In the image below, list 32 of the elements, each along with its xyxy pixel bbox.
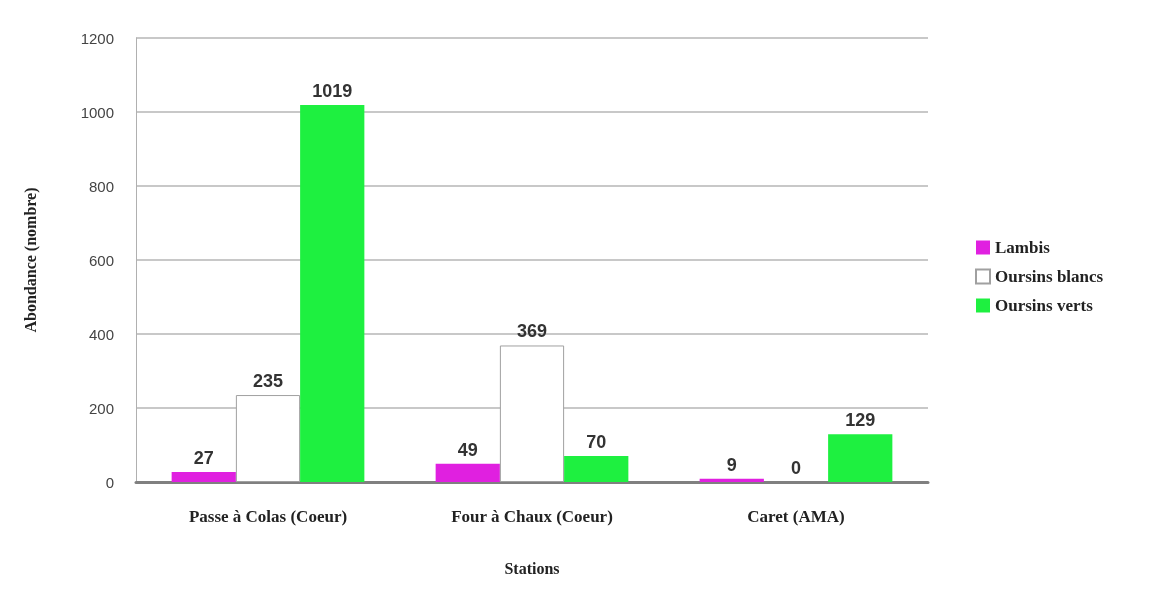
bar: [435, 463, 500, 482]
data-label: 0: [790, 458, 802, 478]
data-label: 49: [457, 439, 478, 460]
bar: [564, 456, 629, 482]
x-tick-label: Four à Chaux (Coeur): [451, 507, 613, 526]
y-tick-label: 600: [88, 251, 114, 269]
y-axis-title: Abondance (nombre): [21, 187, 40, 333]
data-label: 235: [252, 371, 284, 392]
y-tick-label: 1200: [80, 29, 114, 47]
legend-label: Lambis: [995, 238, 1051, 257]
y-tick-label: 400: [88, 325, 114, 343]
x-tick-label: Caret (AMA): [747, 507, 845, 526]
bar: [235, 395, 301, 482]
bar: [699, 478, 764, 482]
x-tick-label: Passe à Colas (Coeur): [188, 507, 348, 526]
y-tick-label: 200: [88, 399, 114, 417]
y-tick-label: 1000: [80, 103, 114, 121]
data-label: 9: [726, 454, 737, 475]
bar: [499, 345, 565, 482]
data-label: 369: [516, 321, 548, 342]
y-tick-label: 800: [88, 177, 114, 195]
legend-label: Oursins verts: [995, 296, 1094, 315]
x-axis-title: Stations: [504, 559, 560, 577]
data-label: 27: [193, 448, 214, 469]
bar: [171, 472, 236, 482]
bar: [828, 434, 893, 482]
data-label: 129: [845, 410, 876, 431]
y-tick-label: 0: [105, 473, 114, 491]
bar: [300, 104, 365, 482]
legend-label: Oursins blancs: [995, 267, 1104, 286]
data-label: 70: [586, 432, 607, 453]
data-label: 1019: [312, 80, 353, 101]
